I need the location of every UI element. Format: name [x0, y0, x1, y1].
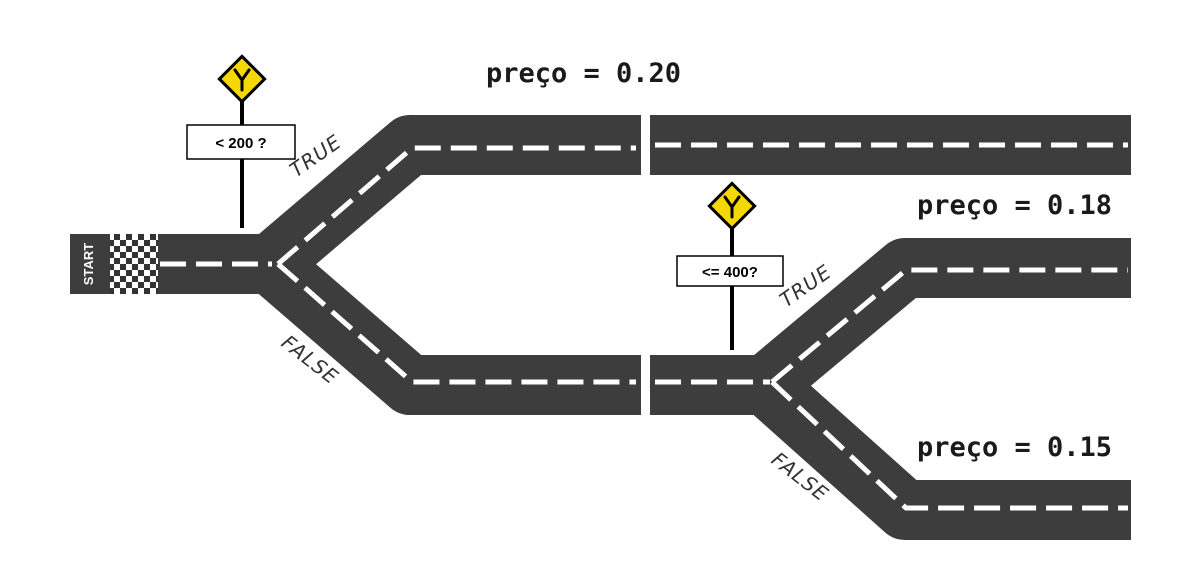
condition-box-2: [676, 255, 784, 287]
lane-false-2: [770, 380, 1128, 511]
road-false-1: [250, 241, 642, 415]
condition-label-1: < 200 ?: [215, 135, 266, 152]
start-checker-flag: [110, 234, 158, 294]
lane-false-1: [276, 262, 636, 385]
decision-sign-2: <= 400?: [676, 181, 784, 350]
fork-glyph-2: [723, 195, 741, 219]
outcome-middle: preço = 0.18: [917, 190, 1112, 221]
fork-road-sign-icon: [707, 181, 757, 231]
lane-true-1: [276, 145, 636, 266]
outcome-bottom: preço = 0.15: [917, 432, 1112, 463]
start-strip: [70, 234, 104, 294]
lane-true-2: [770, 267, 1128, 384]
start-label: START: [81, 243, 96, 285]
lane-markings: [160, 142, 1128, 511]
road-gap: [641, 100, 649, 420]
condition-label-2: <= 400?: [702, 264, 758, 281]
road-true-1: [250, 115, 642, 287]
fork-road-sign-icon: [217, 54, 267, 104]
condition-box-1: [186, 124, 296, 160]
decision-sign-1: < 200 ?: [186, 54, 296, 228]
outcome-top: preço = 0.20: [486, 58, 681, 89]
fork-glyph-1: [233, 68, 251, 92]
